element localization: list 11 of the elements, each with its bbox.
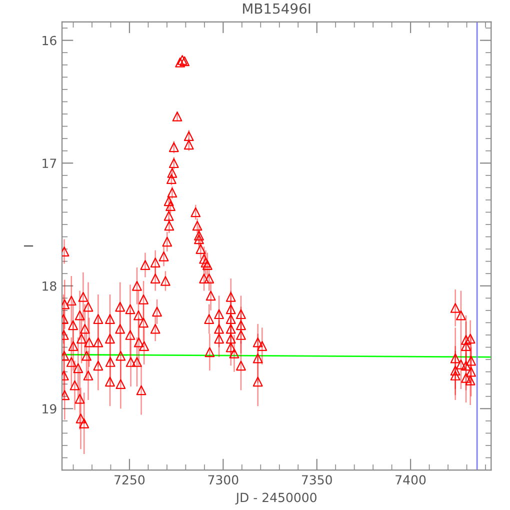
chart-title: MB15496I [243, 3, 310, 14]
y-tick-label: 19 [42, 404, 56, 414]
x-tick-label: 7350 [302, 475, 332, 485]
y-axis-title: I [24, 245, 34, 247]
y-tick-label: 17 [42, 158, 56, 168]
x-tick-label: 7400 [396, 475, 426, 485]
x-axis-title: JD - 2450000 [235, 492, 316, 505]
x-tick-label: 7300 [208, 475, 238, 485]
y-tick-label: 16 [42, 36, 56, 46]
x-tick-label: 7250 [114, 475, 145, 485]
y-tick-label: 18 [42, 281, 56, 291]
